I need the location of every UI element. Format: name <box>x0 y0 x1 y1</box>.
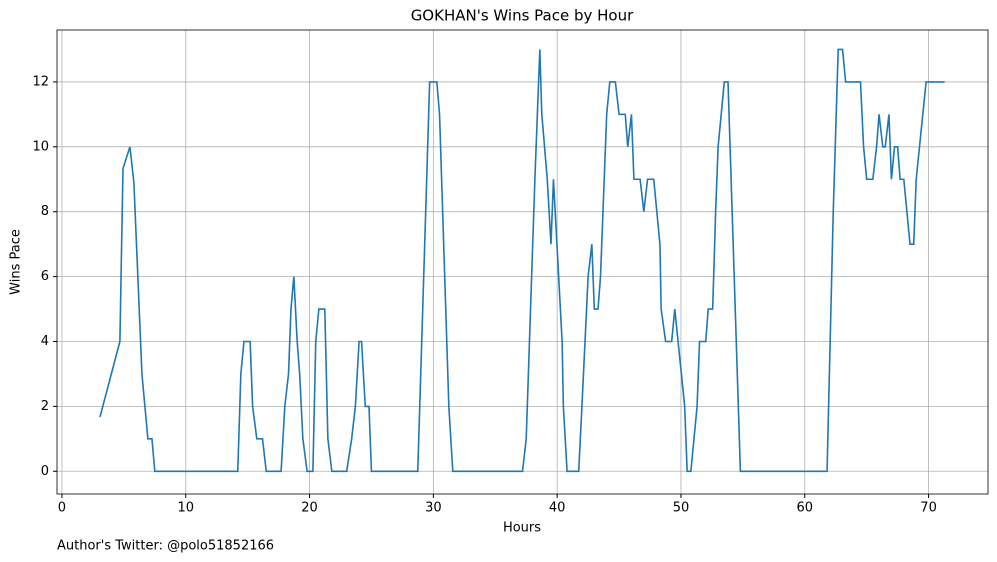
data-line <box>99 48 945 473</box>
x-axis-label: Hours <box>503 521 541 536</box>
x-tick-label: 60 <box>796 501 813 516</box>
y-tick-label: 12 <box>32 74 49 89</box>
y-tick-label: 2 <box>41 399 49 414</box>
x-tick-label: 20 <box>301 501 318 516</box>
x-tick-label: 30 <box>425 501 442 516</box>
x-tick-label: 40 <box>549 501 566 516</box>
x-tick-label: 0 <box>58 501 66 516</box>
y-axis-label: Wins Pace <box>9 229 24 295</box>
y-tick-label: 0 <box>41 464 49 479</box>
x-tick-label: 70 <box>920 501 937 516</box>
footer: Author's Twitter: @polo51852166 <box>57 539 274 554</box>
plot-frame <box>56 29 989 495</box>
y-tick-label: 8 <box>41 204 49 219</box>
y-tick-label: 10 <box>32 139 49 154</box>
x-tick-label: 50 <box>673 501 690 516</box>
y-tick-label: 4 <box>41 334 49 349</box>
x-tick-label: 10 <box>177 501 194 516</box>
chart-title: GOKHAN's Wins Pace by Hour <box>411 7 634 25</box>
y-tick-label: 6 <box>41 269 49 284</box>
